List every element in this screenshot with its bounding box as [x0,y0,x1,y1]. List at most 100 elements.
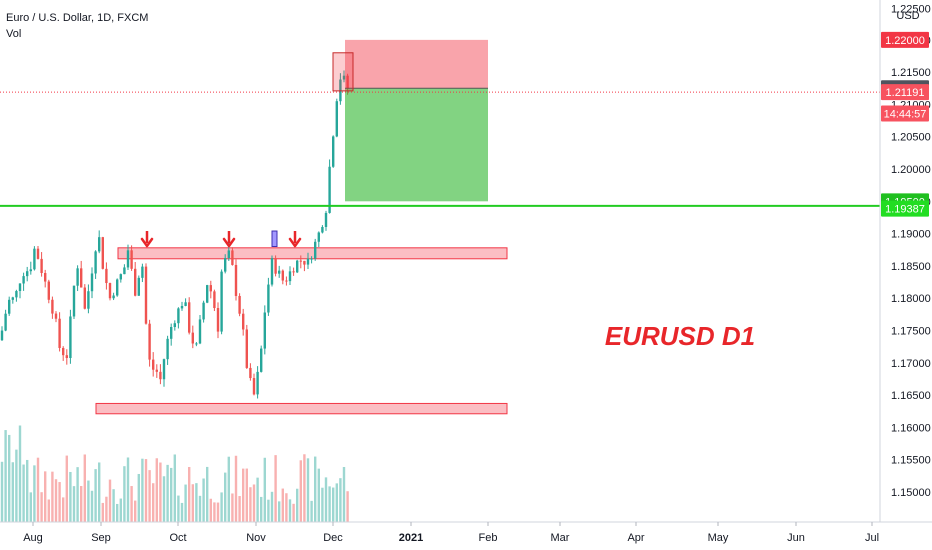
candle-body [216,308,220,332]
volume-bar [278,501,281,522]
candle-body [188,302,191,333]
volume-bar [15,449,18,522]
candle-body [0,330,4,341]
price-tag [881,200,929,217]
candle-body [170,327,173,339]
candle-body [339,79,342,102]
volume-bar [116,503,119,522]
candle-body [22,276,25,284]
volume-bar [101,502,104,522]
volume-bar [234,455,238,522]
volume-bar [94,469,97,522]
candle-body [87,291,90,309]
candle-body [26,271,29,277]
candle-body [80,268,83,288]
volume-bar [206,466,209,522]
volume-bar [314,456,317,522]
candles [0,70,349,399]
y-tick-label: 1.21500 [891,67,931,79]
candle-body [184,302,187,306]
volume-bar [33,465,36,522]
candle-body [180,305,184,309]
volume-bar [180,502,184,522]
x-tick-label: May [708,532,729,544]
price-tag-label: 1.21191 [886,87,925,99]
candle-body [162,359,166,380]
volume-bar [335,483,338,522]
volume-bar [76,467,79,522]
overlays [0,39,880,248]
support-zone [95,402,508,415]
volume-bar [245,468,248,522]
volume-bar [321,487,324,522]
candle-body [335,101,338,137]
volume-bar [130,486,133,522]
y-tick-label: 1.15000 [891,487,931,499]
volume-bar [144,459,148,522]
volume-bar [65,455,68,522]
candle-body [306,258,310,265]
candle-body [155,369,158,372]
price-tag [881,84,929,101]
candle-body [123,267,126,275]
volume-bar [346,491,349,522]
volume-bar [112,489,115,522]
y-tick-label: 1.20000 [891,164,931,176]
volume-bar [166,464,169,522]
volume-bar [267,499,270,522]
take-profit-zone [345,88,488,202]
y-tick-label: 1.18500 [891,261,931,273]
volume-bar [141,458,144,522]
candle-body [134,268,137,296]
volume-bar [263,457,266,522]
volume-bar [62,497,65,522]
volume-bar [119,498,122,522]
candle-body [94,251,97,274]
candle-body [105,268,108,284]
volume-bar [184,484,187,522]
volume-bar [134,500,137,522]
candle-body [44,273,47,282]
x-tick-label: Sep [91,532,111,544]
volume-bar [123,466,126,522]
candle-body [159,371,162,380]
volume-bar [317,468,320,522]
x-tick-label: Dec [323,532,343,544]
candle-body [166,338,169,360]
candle-body [90,273,94,292]
volume-bar [148,470,151,522]
highlight-box [332,52,354,92]
candle-body [101,237,104,269]
candle-body [324,212,328,227]
candle-body [285,280,288,282]
volume-bar [296,488,299,522]
candle-body [299,260,302,262]
volume-bar [177,495,180,522]
candle-body [202,302,205,320]
volume-bar [224,472,227,522]
candle-body [296,260,299,273]
candle-body [198,319,202,344]
price-tag-label: 1.19387 [885,204,925,216]
candle-body [267,284,270,313]
candle-body [76,268,79,286]
volume-bar [26,459,29,522]
candle-body [278,270,281,274]
candle-body [242,313,245,330]
volume-bar [105,496,108,522]
volume-bar [342,467,346,522]
volume-bar [324,477,328,522]
candle-body [249,367,252,379]
sell-arrow-icon [288,231,302,248]
candle-body [69,316,72,359]
x-tick-label: Nov [246,532,266,544]
candle-body [29,269,32,272]
volume-bar [0,461,4,522]
volume-bar [58,482,61,522]
candle-body [119,274,122,280]
candle-body [206,285,209,303]
volume-bar [191,484,194,522]
x-tick-label: Feb [479,532,498,544]
volume-bar [44,471,47,522]
